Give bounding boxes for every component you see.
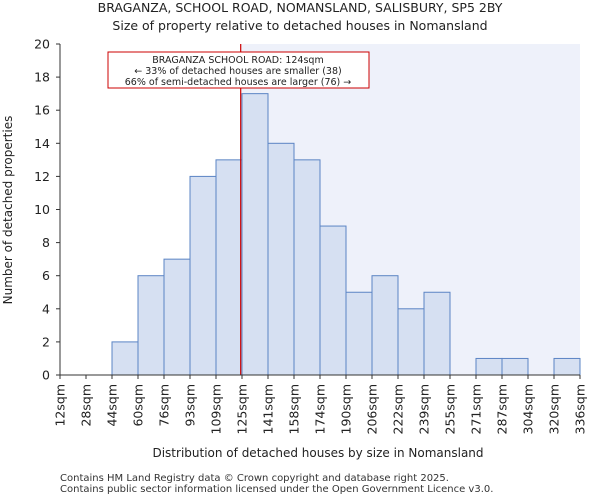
bar-125sqm	[241, 93, 269, 376]
y-tick-label: 0	[42, 368, 50, 383]
annotation-line-1: BRAGANZA SCHOOL ROAD: 124sqm	[152, 55, 323, 66]
bar-158sqm	[293, 159, 321, 376]
y-tick-label: 20	[34, 37, 50, 52]
bar-190sqm	[345, 291, 373, 376]
footer-licence: Contains public sector information licen…	[60, 484, 494, 495]
bar-76sqm	[163, 258, 191, 376]
x-tick-label: 239sqm	[417, 384, 432, 434]
x-tick-label: 271sqm	[469, 384, 484, 434]
x-tick-label: 320sqm	[547, 384, 562, 434]
x-tick-label: 28sqm	[79, 384, 94, 427]
x-axis-label: Distribution of detached houses by size …	[152, 446, 483, 460]
x-tick-label: 93sqm	[183, 384, 198, 427]
x-tick-label: 12sqm	[53, 384, 68, 427]
x-tick-label: 304sqm	[521, 384, 536, 434]
bar-109sqm	[215, 159, 243, 376]
bar-320sqm	[553, 357, 581, 376]
bar-93sqm	[189, 175, 217, 376]
y-tick-label: 18	[34, 70, 50, 85]
x-tick-label: 141sqm	[261, 384, 276, 434]
x-tick-label: 109sqm	[209, 384, 224, 434]
x-tick-label: 255sqm	[443, 384, 458, 434]
y-tick-label: 10	[34, 202, 50, 217]
bar-271sqm	[475, 357, 503, 376]
bar-206sqm	[371, 275, 399, 376]
annotation-box: BRAGANZA SCHOOL ROAD: 124sqm ← 33% of de…	[107, 51, 370, 89]
y-axis-label: Number of detached properties	[1, 116, 15, 305]
x-tick-label: 125sqm	[235, 384, 250, 434]
bar-174sqm	[319, 225, 347, 376]
annotation-line-3: 66% of semi-detached houses are larger (…	[125, 77, 352, 88]
x-tick-label: 158sqm	[287, 384, 302, 434]
y-tick-label: 6	[42, 268, 50, 283]
bar-287sqm	[501, 357, 529, 376]
x-tick-label: 174sqm	[313, 384, 328, 434]
x-tick-label: 190sqm	[339, 384, 354, 434]
y-tick-label: 16	[34, 103, 50, 118]
x-tick-label: 336sqm	[573, 384, 588, 434]
y-tick-label: 4	[42, 301, 50, 316]
x-tick-label: 76sqm	[157, 384, 172, 427]
x-tick-label: 206sqm	[365, 384, 380, 434]
bar-141sqm	[267, 142, 295, 376]
bar-44sqm	[111, 341, 139, 376]
chart-subtitle: Size of property relative to detached ho…	[112, 18, 487, 33]
x-tick-label: 60sqm	[131, 384, 146, 427]
chart-title: BRAGANZA, SCHOOL ROAD, NOMANSLAND, SALIS…	[98, 0, 503, 15]
bar-222sqm	[397, 308, 425, 376]
bar-239sqm	[423, 291, 451, 376]
x-tick-label: 222sqm	[391, 384, 406, 434]
x-tick-label: 287sqm	[495, 384, 510, 434]
annotation-line-2: ← 33% of detached houses are smaller (38…	[134, 66, 341, 77]
x-tick-label: 44sqm	[105, 384, 120, 427]
bar-60sqm	[137, 275, 165, 376]
y-tick-label: 2	[42, 334, 50, 349]
footer-copyright: Contains HM Land Registry data © Crown c…	[60, 473, 449, 484]
y-tick-label: 8	[42, 235, 50, 250]
y-tick-label: 12	[34, 169, 50, 184]
y-tick-label: 14	[34, 136, 50, 151]
